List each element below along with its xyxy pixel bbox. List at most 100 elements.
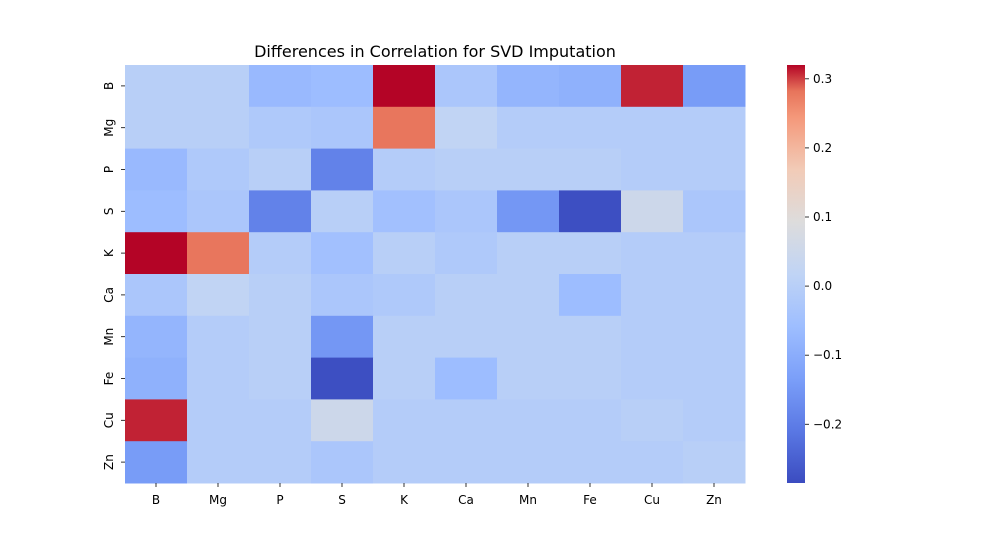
heatmap-cell [559,274,622,317]
heatmap-cell [187,357,250,400]
heatmap-cell [435,441,498,484]
x-tick-label: K [400,493,409,507]
heatmap-cells [125,65,746,484]
heatmap-cell [373,399,436,442]
heatmap-cell [683,232,746,275]
heatmap-cell [621,441,684,484]
heatmap-cell [497,441,560,484]
heatmap-cell [621,232,684,275]
y-tick-label: Zn [102,454,116,470]
x-tick-label: P [276,493,283,507]
heatmap-cell [683,315,746,359]
heatmap-cell [373,441,436,484]
heatmap-cell [621,190,684,233]
heatmap-cell [249,357,312,400]
heatmap-cell [683,190,746,233]
heatmap-cell [683,65,746,108]
heatmap-cell [683,357,746,400]
heatmap-cell [373,65,436,108]
heatmap-cell [435,315,498,359]
heatmap-cell [435,357,498,400]
colorbar-tick-label: 0.2 [813,141,832,155]
x-tick-label: Zn [706,493,722,507]
heatmap-cell [435,106,498,150]
heatmap-cell [187,65,250,108]
heatmap-cell [621,399,684,442]
heatmap-cell [373,148,436,191]
x-tick-label: Fe [583,493,597,507]
heatmap-cell [559,232,622,275]
heatmap-cell [497,315,560,359]
heatmap-cell [497,399,560,442]
heatmap-cell [559,441,622,484]
heatmap-cell [373,106,436,150]
heatmap-cell [125,315,188,359]
heatmap-cell [187,315,250,359]
y-tick-label: B [102,82,116,90]
heatmap-cell [559,399,622,442]
y-tick-label: Fe [102,372,116,386]
heatmap-cell [249,399,312,442]
x-tick-label: B [152,493,160,507]
heatmap-cell [621,65,684,108]
heatmap-cell [621,274,684,317]
heatmap-cell [311,106,374,150]
heatmap-cell [621,315,684,359]
heatmap-cell [311,190,374,233]
x-axis: B Mg P S K Ca Mn Fe Cu Zn [152,483,722,507]
heatmap-cell [435,274,498,317]
heatmap-cell [683,441,746,484]
heatmap-cell [249,190,312,233]
y-tick-label: S [102,207,116,215]
colorbar-tick-label: 0.0 [813,279,832,293]
heatmap-cell [249,441,312,484]
heatmap-cell [621,148,684,191]
y-tick-label: Cu [102,412,116,428]
heatmap-cell [187,399,250,442]
heatmap-cell [311,441,374,484]
x-tick-label: S [338,493,346,507]
heatmap-cell [559,315,622,359]
y-tick-label: Ca [102,287,116,303]
heatmap-cell [559,106,622,150]
heatmap-cell [621,357,684,400]
heatmap-cell [683,399,746,442]
heatmap-cell [187,190,250,233]
x-tick-label: Mn [519,493,537,507]
heatmap-cell [125,441,188,484]
x-tick-label: Mg [209,493,227,507]
heatmap-cell [559,357,622,400]
colorbar-tick-label: −0.2 [813,417,842,431]
heatmap-cell [249,315,312,359]
chart-title: Differences in Correlation for SVD Imput… [254,42,616,61]
heatmap-cell [683,106,746,150]
heatmap-cell [311,65,374,108]
heatmap-cell [125,106,188,150]
heatmap-cell [435,399,498,442]
colorbar-tick-label: 0.1 [813,210,832,224]
heatmap-cell [125,190,188,233]
heatmap-cell [621,106,684,150]
heatmap-cell [187,274,250,317]
colorbar-ticks: 0.3 0.2 0.1 0.0 −0.1 −0.2 [805,72,842,431]
heatmap-cell [373,190,436,233]
colorbar-gradient [787,65,805,483]
heatmap-cell [311,148,374,191]
colorbar: 0.3 0.2 0.1 0.0 −0.1 −0.2 [787,65,842,483]
heatmap-cell [125,399,188,442]
heatmap-cell [311,399,374,442]
heatmap-cell [187,441,250,484]
heatmap-cell [373,274,436,317]
heatmap-cell [125,148,188,191]
heatmap-cell [497,65,560,108]
colorbar-tick-label: 0.3 [813,72,832,86]
heatmap-cell [249,106,312,150]
y-tick-label: P [102,166,116,173]
heatmap-cell [559,148,622,191]
heatmap-cell [187,232,250,275]
heatmap-cell [435,65,498,108]
heatmap-cell [435,232,498,275]
heatmap-cell [435,148,498,191]
